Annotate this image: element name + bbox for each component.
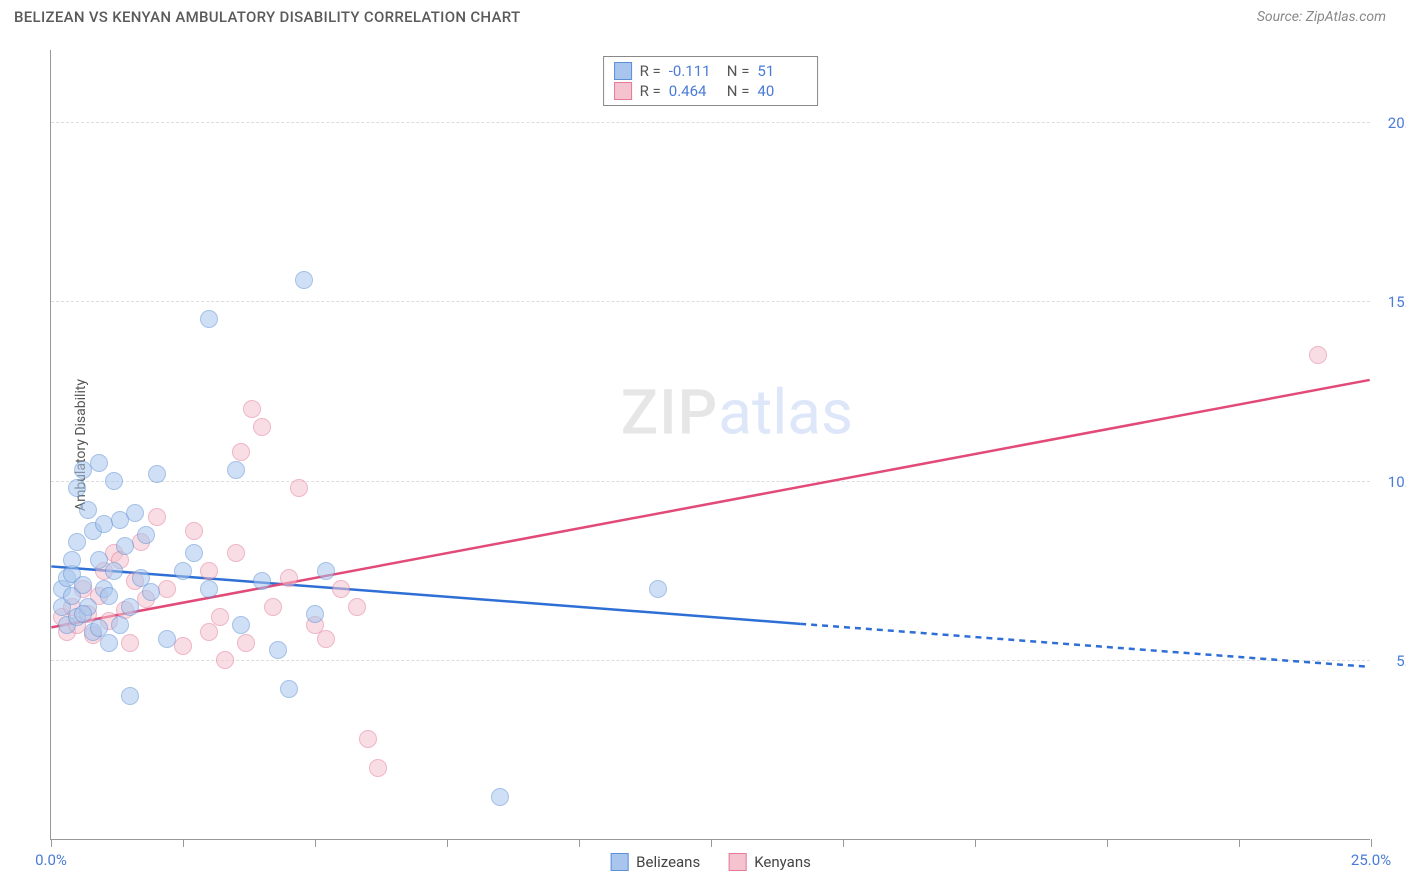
data-point — [100, 634, 118, 652]
data-point — [317, 630, 335, 648]
data-point — [121, 687, 139, 705]
data-point — [280, 569, 298, 587]
data-point — [332, 580, 350, 598]
data-point — [100, 587, 118, 605]
data-point — [142, 583, 160, 601]
data-point — [200, 310, 218, 328]
data-point — [280, 680, 298, 698]
data-point — [232, 443, 250, 461]
data-point — [79, 501, 97, 519]
data-point — [74, 605, 92, 623]
data-point — [227, 544, 245, 562]
data-point — [237, 634, 255, 652]
data-point — [63, 551, 81, 569]
chart-header: BELIZEAN VS KENYAN AMBULATORY DISABILITY… — [0, 0, 1406, 30]
data-point — [185, 544, 203, 562]
data-point — [158, 630, 176, 648]
data-point — [216, 651, 234, 669]
data-point — [137, 526, 155, 544]
data-point — [148, 465, 166, 483]
data-point — [290, 479, 308, 497]
chart-title: BELIZEAN VS KENYAN AMBULATORY DISABILITY… — [14, 8, 520, 26]
data-point — [68, 479, 86, 497]
source-attribution: Source: ZipAtlas.com — [1257, 9, 1386, 25]
data-point — [232, 616, 250, 634]
swatch-kenyans — [614, 82, 632, 100]
scatter-chart: Ambulatory Disability 5.0%10.0%15.0%20.0… — [50, 50, 1370, 840]
data-point — [126, 504, 144, 522]
data-point — [227, 461, 245, 479]
data-point — [264, 598, 282, 616]
data-point — [174, 637, 192, 655]
data-point — [369, 759, 387, 777]
data-point — [348, 598, 366, 616]
data-point — [253, 572, 271, 590]
data-point — [116, 537, 134, 555]
data-point — [491, 788, 509, 806]
data-point — [105, 472, 123, 490]
stats-row-belizeans: R = -0.111 N = 51 — [614, 61, 808, 81]
data-point — [105, 562, 123, 580]
data-point — [317, 562, 335, 580]
data-point — [90, 454, 108, 472]
data-point — [253, 418, 271, 436]
data-point — [68, 533, 86, 551]
data-point — [90, 619, 108, 637]
data-point — [243, 400, 261, 418]
series-legend: Belizeans Kenyans — [610, 853, 811, 871]
trend-lines — [51, 50, 1370, 839]
stats-row-kenyans: R = 0.464 N = 40 — [614, 81, 808, 101]
data-point — [74, 576, 92, 594]
swatch-kenyans-icon — [728, 853, 746, 871]
stats-legend: R = -0.111 N = 51 R = 0.464 N = 40 — [603, 56, 819, 106]
data-point — [649, 580, 667, 598]
data-point — [90, 551, 108, 569]
data-point — [185, 522, 203, 540]
data-point — [211, 608, 229, 626]
data-point — [121, 598, 139, 616]
swatch-belizeans-icon — [610, 853, 628, 871]
watermark: ZIPatlas — [621, 376, 853, 449]
data-point — [200, 580, 218, 598]
data-point — [269, 641, 287, 659]
data-point — [200, 562, 218, 580]
legend-item-kenyans: Kenyans — [728, 853, 811, 871]
data-point — [121, 634, 139, 652]
data-point — [306, 605, 324, 623]
data-point — [295, 271, 313, 289]
data-point — [1309, 346, 1327, 364]
data-point — [148, 508, 166, 526]
data-point — [111, 616, 129, 634]
data-point — [174, 562, 192, 580]
data-point — [359, 730, 377, 748]
swatch-belizeans — [614, 62, 632, 80]
data-point — [158, 580, 176, 598]
legend-item-belizeans: Belizeans — [610, 853, 700, 871]
data-point — [111, 511, 129, 529]
